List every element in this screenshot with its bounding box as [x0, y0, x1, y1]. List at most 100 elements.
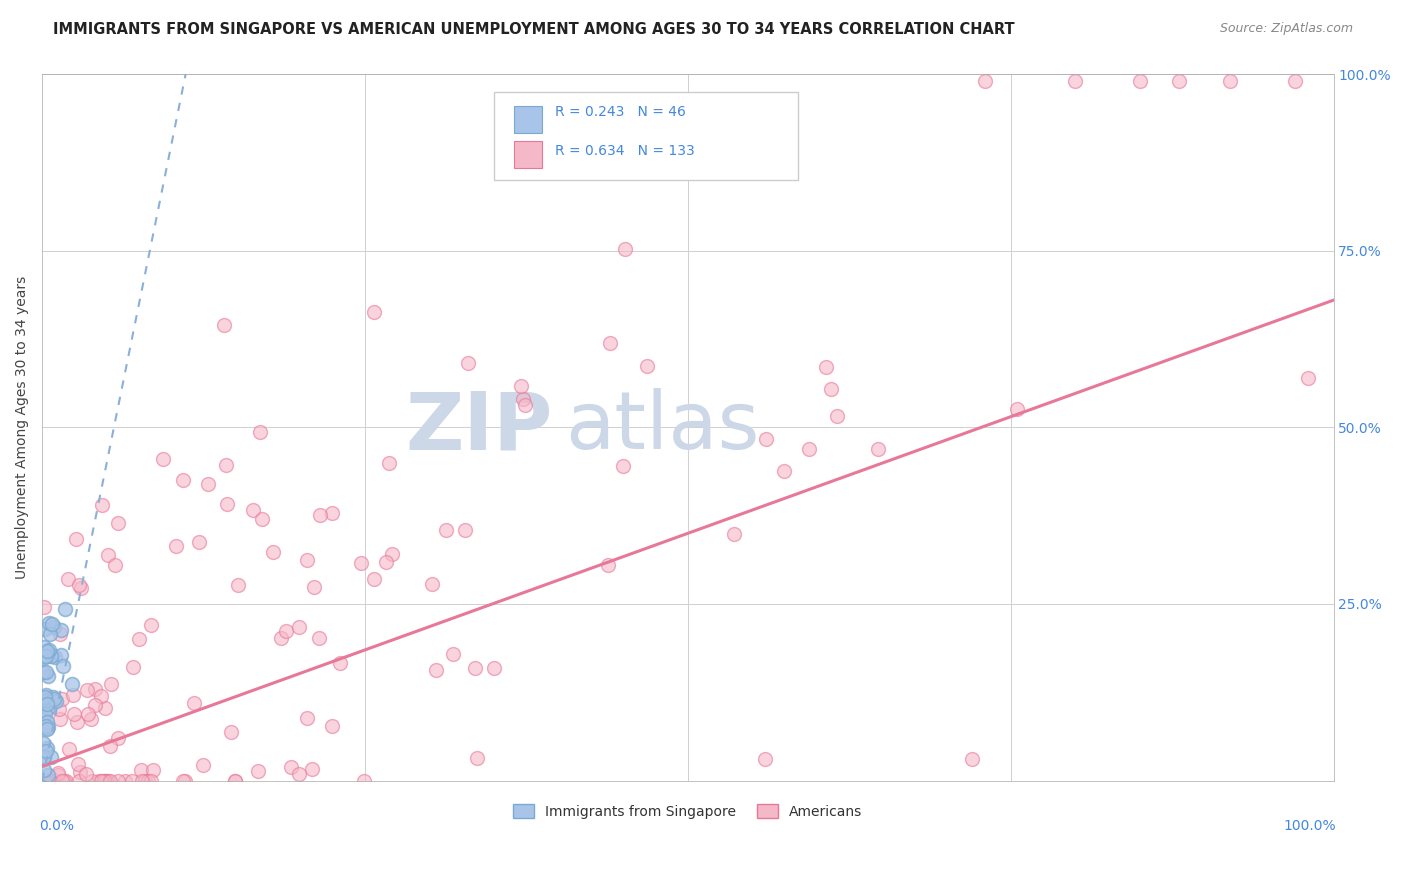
Text: ZIP: ZIP	[405, 388, 553, 467]
Point	[1064, 74, 1087, 88]
Point	[212, 318, 235, 332]
Point	[38, 642, 60, 657]
Point	[599, 336, 621, 351]
Point	[464, 661, 486, 675]
Point	[37, 767, 59, 781]
Point	[58, 572, 80, 586]
Text: atlas: atlas	[565, 388, 759, 467]
Point	[1284, 74, 1306, 88]
Point	[77, 707, 100, 722]
Point	[104, 558, 127, 572]
Point	[512, 392, 534, 407]
Point	[350, 556, 373, 570]
Point	[44, 649, 66, 664]
Point	[825, 409, 848, 423]
Point	[49, 648, 72, 662]
Point	[80, 712, 103, 726]
Point	[321, 719, 343, 733]
Point	[353, 773, 375, 788]
Point	[31, 736, 53, 750]
Point	[868, 442, 890, 456]
Point	[136, 773, 159, 788]
Point	[37, 722, 59, 736]
Point	[224, 773, 246, 788]
Point	[295, 553, 318, 567]
Point	[262, 545, 284, 559]
FancyBboxPatch shape	[513, 106, 541, 133]
Point	[34, 622, 56, 636]
Point	[35, 693, 58, 707]
Point	[67, 757, 90, 772]
Point	[250, 512, 273, 526]
Point	[183, 696, 205, 710]
Point	[49, 623, 72, 637]
Point	[165, 539, 187, 553]
Point	[35, 697, 58, 711]
Point	[90, 773, 112, 788]
Point	[35, 644, 58, 658]
Point	[31, 665, 53, 679]
Point	[51, 692, 73, 706]
Point	[39, 773, 62, 788]
Point	[107, 773, 129, 788]
Point	[288, 620, 311, 634]
Point	[288, 766, 311, 780]
Point	[441, 648, 464, 662]
Point	[98, 739, 121, 753]
Point	[62, 688, 84, 702]
Point	[114, 773, 136, 788]
Point	[90, 773, 112, 788]
Point	[295, 711, 318, 725]
Point	[69, 764, 91, 779]
Point	[484, 661, 506, 675]
Point	[39, 773, 62, 788]
Point	[820, 382, 842, 396]
Point	[246, 764, 269, 778]
Point	[215, 458, 238, 472]
Point	[226, 577, 249, 591]
Point	[1296, 371, 1319, 385]
Point	[32, 752, 55, 766]
Point	[1007, 402, 1029, 417]
Point	[51, 773, 73, 788]
Text: IMMIGRANTS FROM SINGAPORE VS AMERICAN UNEMPLOYMENT AMONG AGES 30 TO 34 YEARS COR: IMMIGRANTS FROM SINGAPORE VS AMERICAN UN…	[53, 22, 1015, 37]
Point	[420, 577, 443, 591]
Point	[224, 773, 246, 788]
Point	[614, 242, 637, 256]
Point	[131, 763, 153, 777]
Point	[457, 356, 479, 370]
Point	[107, 516, 129, 531]
Point	[37, 669, 59, 683]
Point	[128, 632, 150, 646]
Point	[35, 721, 58, 735]
Point	[308, 631, 330, 645]
Point	[42, 620, 65, 634]
Point	[121, 773, 143, 788]
Point	[375, 555, 398, 569]
Point	[90, 499, 112, 513]
Point	[219, 725, 242, 739]
Point	[35, 719, 58, 733]
Point	[513, 398, 536, 412]
Point	[215, 497, 238, 511]
Point	[329, 656, 352, 670]
Point	[32, 600, 55, 615]
Point	[596, 558, 619, 573]
Point	[38, 615, 60, 630]
Point	[76, 682, 98, 697]
Point	[93, 773, 115, 788]
Point	[34, 706, 56, 721]
Point	[39, 649, 62, 664]
Point	[152, 452, 174, 467]
Point	[41, 648, 63, 662]
Point	[31, 708, 53, 723]
Point	[34, 690, 56, 704]
Point	[45, 773, 67, 788]
Point	[94, 701, 117, 715]
Point	[100, 773, 122, 788]
Point	[34, 719, 56, 733]
Point	[48, 626, 70, 640]
Point	[107, 731, 129, 745]
Point	[188, 535, 211, 549]
Point	[960, 752, 983, 766]
